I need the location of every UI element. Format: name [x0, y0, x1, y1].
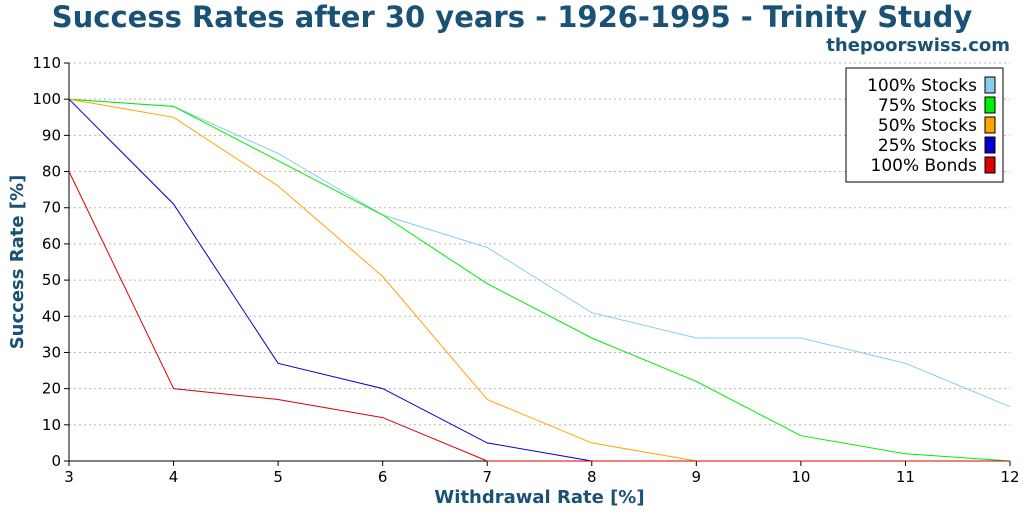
- legend-swatch: [984, 96, 996, 114]
- x-tick-label: 8: [587, 468, 597, 486]
- series-line-5: [68, 171, 1010, 462]
- legend-swatch: [984, 76, 996, 94]
- x-tick-label: 3: [64, 468, 74, 486]
- series-line-4: [68, 98, 592, 462]
- series-line-2: [68, 98, 1011, 462]
- y-tick-label: 90: [42, 126, 61, 144]
- y-tick-label: 0: [51, 452, 61, 470]
- series-line-1: [68, 98, 1011, 408]
- y-tick-label: 40: [42, 307, 61, 325]
- x-tick-label: 5: [273, 468, 283, 486]
- x-tick-label: 7: [482, 468, 492, 486]
- y-tick-label: 50: [42, 271, 61, 289]
- chart-title: Success Rates after 30 years - 1926-1995…: [51, 0, 973, 34]
- y-tick-label: 60: [42, 235, 61, 253]
- y-tick-label: 110: [32, 54, 61, 72]
- legend-label: 50% Stocks: [878, 116, 977, 136]
- y-tick-label: 30: [42, 343, 61, 361]
- y-tick-label: 80: [42, 163, 61, 181]
- x-tick-label: 11: [896, 468, 915, 486]
- y-axis-label: Success Rate [%]: [7, 175, 28, 350]
- y-tick-label: 20: [42, 380, 61, 398]
- x-tick-label: 12: [1000, 468, 1019, 486]
- chart-subtitle: thepoorswiss.com: [826, 35, 1010, 56]
- legend-label: 100% Bonds: [871, 156, 978, 176]
- x-tick-label: 6: [378, 468, 388, 486]
- y-tick-label: 10: [42, 416, 61, 434]
- y-tick-label: 100: [32, 90, 61, 108]
- legend-label: 100% Stocks: [867, 76, 977, 96]
- legend-label: 75% Stocks: [878, 96, 977, 116]
- series-lines: [68, 98, 1011, 462]
- legend-swatch: [984, 136, 996, 154]
- legend-swatch: [984, 156, 996, 174]
- legend-label: 25% Stocks: [878, 136, 977, 156]
- legend-swatch: [984, 116, 996, 134]
- legend-box: [845, 67, 1004, 183]
- x-tick-label: 9: [692, 468, 702, 486]
- grid-lines: [69, 62, 1010, 426]
- x-tick-label: 4: [169, 468, 179, 486]
- x-axis-label: Withdrawal Rate [%]: [434, 487, 644, 508]
- y-tick-label: 70: [42, 199, 61, 217]
- x-tick-label: 10: [791, 468, 810, 486]
